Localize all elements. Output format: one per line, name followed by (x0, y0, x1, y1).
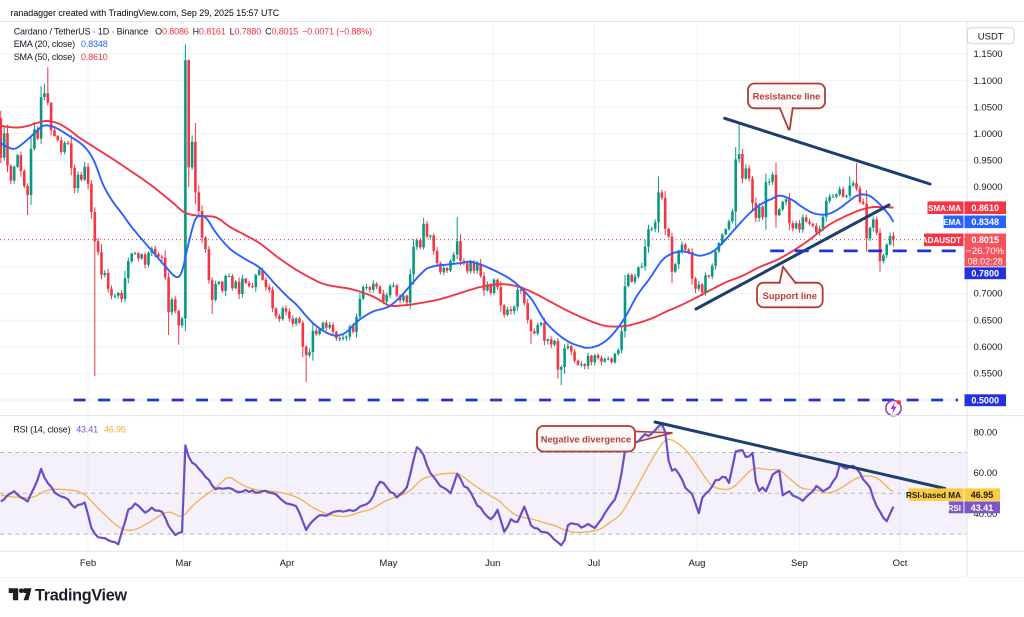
svg-text:1.0500: 1.0500 (974, 102, 1003, 113)
svg-text:−26.70%: −26.70% (966, 246, 1004, 257)
svg-text:Jul: Jul (588, 558, 600, 569)
svg-text:Feb: Feb (80, 558, 96, 569)
svg-text:0.9500: 0.9500 (974, 156, 1003, 167)
svg-text:1.1500: 1.1500 (974, 49, 1003, 60)
svg-text:Negative divergence: Negative divergence (541, 434, 631, 444)
svg-text:Aug: Aug (689, 558, 706, 569)
svg-text:0.6500: 0.6500 (974, 315, 1003, 326)
svg-text:May: May (379, 558, 397, 569)
svg-text:0.7800: 0.7800 (971, 269, 999, 279)
svg-text:0.5500: 0.5500 (974, 369, 1003, 380)
svg-text:0.7000: 0.7000 (974, 289, 1003, 300)
svg-text:0.6000: 0.6000 (974, 342, 1003, 353)
svg-text:0.8348: 0.8348 (971, 217, 999, 227)
svg-text:46.95: 46.95 (971, 490, 994, 500)
svg-text:EMA (20, close)0.8348: EMA (20, close) 0.8348 (14, 39, 108, 49)
svg-text:USDT: USDT (978, 31, 1004, 42)
svg-text:43.41: 43.41 (971, 503, 994, 513)
svg-text:60.00: 60.00 (974, 468, 998, 479)
svg-text:Sep: Sep (791, 558, 808, 569)
svg-text:Oct: Oct (893, 558, 908, 569)
svg-text:80.00: 80.00 (974, 427, 998, 438)
svg-text:08:02:28: 08:02:28 (968, 256, 1003, 266)
svg-text:SMA:MA: SMA:MA (928, 204, 961, 213)
svg-text:Mar: Mar (175, 558, 191, 569)
svg-text:SMA (50, close)0.8610: SMA (50, close) 0.8610 (14, 52, 108, 62)
svg-text:Jun: Jun (485, 558, 500, 569)
svg-text:TradingView: TradingView (35, 586, 127, 604)
svg-text:0.9000: 0.9000 (974, 182, 1003, 193)
svg-text:40.00: 40.00 (974, 509, 998, 520)
svg-text:RSI-based MA: RSI-based MA (906, 491, 961, 500)
svg-text:0.8610: 0.8610 (971, 203, 999, 213)
svg-text:Support line: Support line (763, 291, 817, 301)
svg-text:1.1000: 1.1000 (974, 76, 1003, 87)
svg-text:0.8015: 0.8015 (971, 235, 999, 245)
svg-text:Resistance line: Resistance line (753, 92, 821, 102)
svg-text:1.0000: 1.0000 (974, 129, 1003, 140)
svg-text:ADAUSDT: ADAUSDT (922, 236, 961, 245)
svg-text:EMA: EMA (943, 218, 961, 227)
svg-text:Cardano / TetherUS · 1D · Bina: Cardano / TetherUS · 1D · Binance O0.8086… (14, 26, 372, 36)
svg-text:Apr: Apr (280, 558, 295, 569)
svg-text:RSI: RSI (948, 504, 961, 513)
svg-text:0.5000: 0.5000 (971, 396, 999, 406)
svg-text:ranadagger created with Tradin: ranadagger created with TradingView.com,… (11, 8, 280, 18)
